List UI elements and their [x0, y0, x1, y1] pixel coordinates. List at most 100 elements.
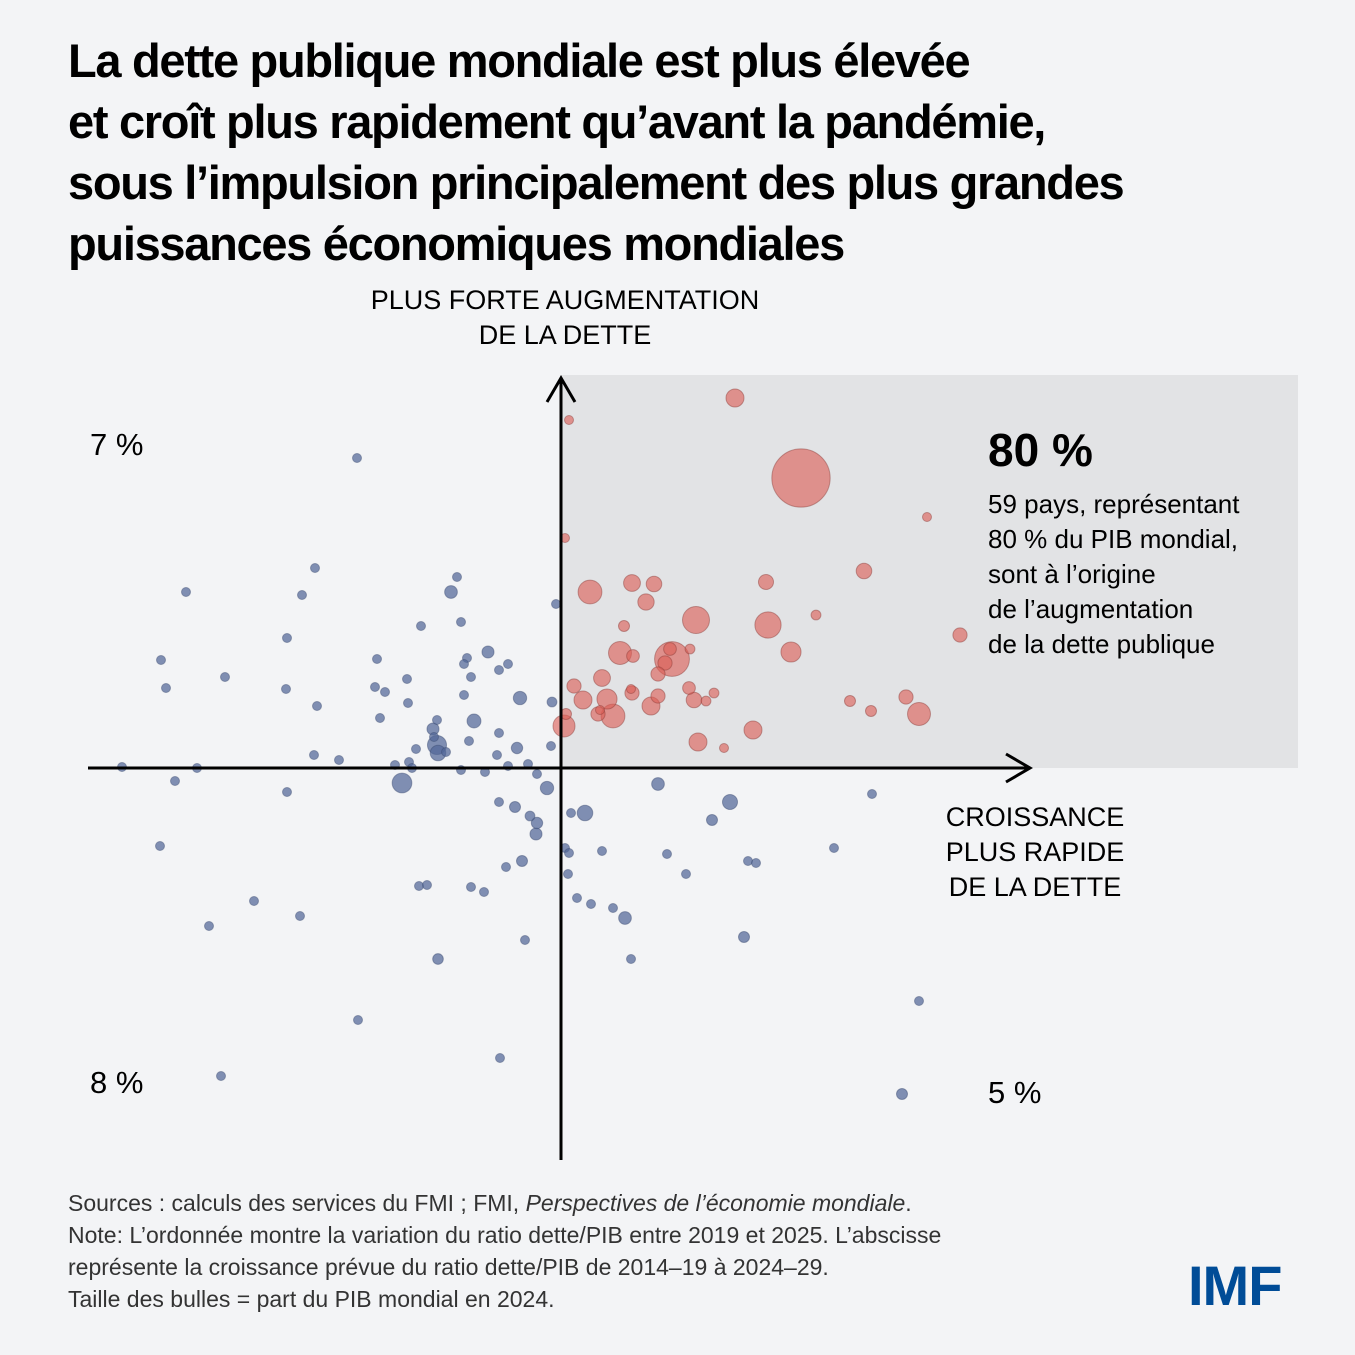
- bubble-red: [650, 666, 666, 682]
- bubble-red: [623, 574, 641, 592]
- y-axis-label-line: DE LA DETTE: [478, 320, 652, 350]
- bubble-red: [757, 573, 775, 591]
- bubble-blue: [608, 903, 618, 913]
- imf-logo: IMF: [1188, 1254, 1282, 1317]
- bubble-blue: [459, 690, 469, 700]
- callout-line: de la dette publique: [988, 629, 1215, 659]
- series-red-bubbles: [552, 388, 968, 753]
- bubble-blue: [312, 701, 322, 711]
- bubble-red: [898, 689, 914, 705]
- bubble-blue: [281, 684, 291, 694]
- bubble-red: [810, 609, 822, 621]
- bubble-red: [657, 655, 673, 671]
- bubble-red: [907, 702, 931, 726]
- bubble-red: [595, 705, 605, 715]
- bubble-blue: [721, 793, 739, 811]
- bubble-red: [682, 606, 710, 634]
- bubble-blue: [334, 755, 344, 765]
- bubble-blue: [204, 921, 214, 931]
- bubble-red: [725, 388, 745, 408]
- title-line: sous l’impulsion principalement des plus…: [68, 156, 1125, 209]
- bubble-blue: [530, 816, 544, 830]
- bubble-blue: [479, 887, 489, 897]
- bubble-blue: [539, 780, 555, 796]
- bubble-blue: [282, 787, 292, 797]
- bubble-blue: [751, 858, 761, 868]
- bubble-blue: [391, 772, 413, 794]
- bubble-red: [637, 593, 655, 611]
- bubble-blue: [551, 599, 561, 609]
- bubble-red: [708, 687, 720, 699]
- bubble-red: [771, 448, 831, 508]
- bubble-blue: [310, 563, 320, 573]
- bubble-blue: [546, 741, 556, 751]
- x-axis-label-line: DE LA DETTE: [948, 872, 1122, 902]
- bubble-blue: [466, 672, 476, 682]
- bubble-blue: [867, 789, 877, 799]
- highlighted-quadrant: [561, 375, 1298, 768]
- bubble-blue: [161, 683, 171, 693]
- bubble-blue: [520, 935, 530, 945]
- bubble-blue: [681, 869, 691, 879]
- bubble-blue: [481, 645, 495, 659]
- bubble-red: [626, 684, 636, 694]
- bubble-red: [700, 695, 712, 707]
- bubble-red: [684, 643, 696, 655]
- bubble-blue: [380, 687, 390, 697]
- sources-publication: Perspectives de l’économie mondiale: [525, 1190, 906, 1216]
- sources-line: Sources : calculs des services du FMI ; …: [68, 1187, 941, 1219]
- sources-prefix: Sources : calculs des services du FMI ; …: [68, 1190, 526, 1216]
- bubble-blue: [249, 896, 259, 906]
- note-line: Taille des bulles = part du PIB mondial …: [68, 1286, 555, 1312]
- callout-line: 59 pays, représentant: [988, 489, 1240, 519]
- note-line: représente la croissance prévue du ratio…: [68, 1254, 829, 1280]
- bubble-blue: [370, 682, 380, 692]
- bubble-blue: [512, 690, 528, 706]
- title-line: et croît plus rapidement qu’avant la pan…: [68, 95, 1046, 148]
- bubble-blue: [524, 810, 536, 822]
- bubble-blue: [566, 808, 576, 818]
- bubble-blue: [662, 849, 672, 859]
- bubble-red: [577, 579, 603, 605]
- bubble-blue: [156, 655, 166, 665]
- bubble-red: [843, 694, 857, 708]
- bubble-blue: [572, 893, 582, 903]
- callout-value: 80 %: [988, 424, 1093, 476]
- bubble-blue: [170, 776, 180, 786]
- bubble-blue: [529, 827, 543, 841]
- x-axis-arrowhead: [1005, 752, 1033, 784]
- bubble-blue: [432, 715, 442, 725]
- bubble-blue: [737, 930, 751, 944]
- bubble-red: [573, 690, 593, 710]
- x-axis-label-line: PLUS RAPIDE: [945, 837, 1125, 867]
- bubble-blue: [353, 1015, 363, 1025]
- bubble-red: [566, 678, 582, 694]
- bubble-red: [855, 562, 873, 580]
- bubble-red: [593, 669, 611, 687]
- bubble-blue: [494, 665, 504, 675]
- x-axis-label-line: CROISSANCE: [945, 802, 1125, 832]
- bubble-blue: [309, 750, 319, 760]
- bubble-blue: [546, 696, 558, 708]
- chart-title: La dette publique mondiale est plus élev…: [68, 30, 1328, 274]
- note-line: Note: L’ordonnée montre la variation du …: [68, 1222, 942, 1248]
- title-line: La dette publique mondiale est plus élev…: [68, 34, 971, 87]
- bubble-red: [682, 681, 696, 695]
- quadrant-label-bottom-left: 8 %: [90, 1065, 144, 1100]
- bubble-blue: [508, 800, 522, 814]
- bubble-red: [743, 720, 763, 740]
- bubble-blue: [586, 899, 596, 909]
- bubble-red: [663, 642, 677, 656]
- bubble-blue: [220, 672, 230, 682]
- footer-notes: Sources : calculs des services du FMI ; …: [68, 1187, 941, 1315]
- quadrant-label-bottom-right: 5 %: [988, 1075, 1042, 1110]
- bubble-red: [688, 732, 708, 752]
- bubble-blue: [155, 841, 165, 851]
- bubble-blue: [372, 654, 382, 664]
- callout-line: 80 % du PIB mondial,: [988, 524, 1239, 554]
- bubble-blue: [464, 736, 474, 746]
- bubble-blue: [564, 848, 574, 858]
- bubble-blue: [466, 713, 482, 729]
- bubble-blue: [456, 617, 466, 627]
- bubble-red: [864, 704, 878, 718]
